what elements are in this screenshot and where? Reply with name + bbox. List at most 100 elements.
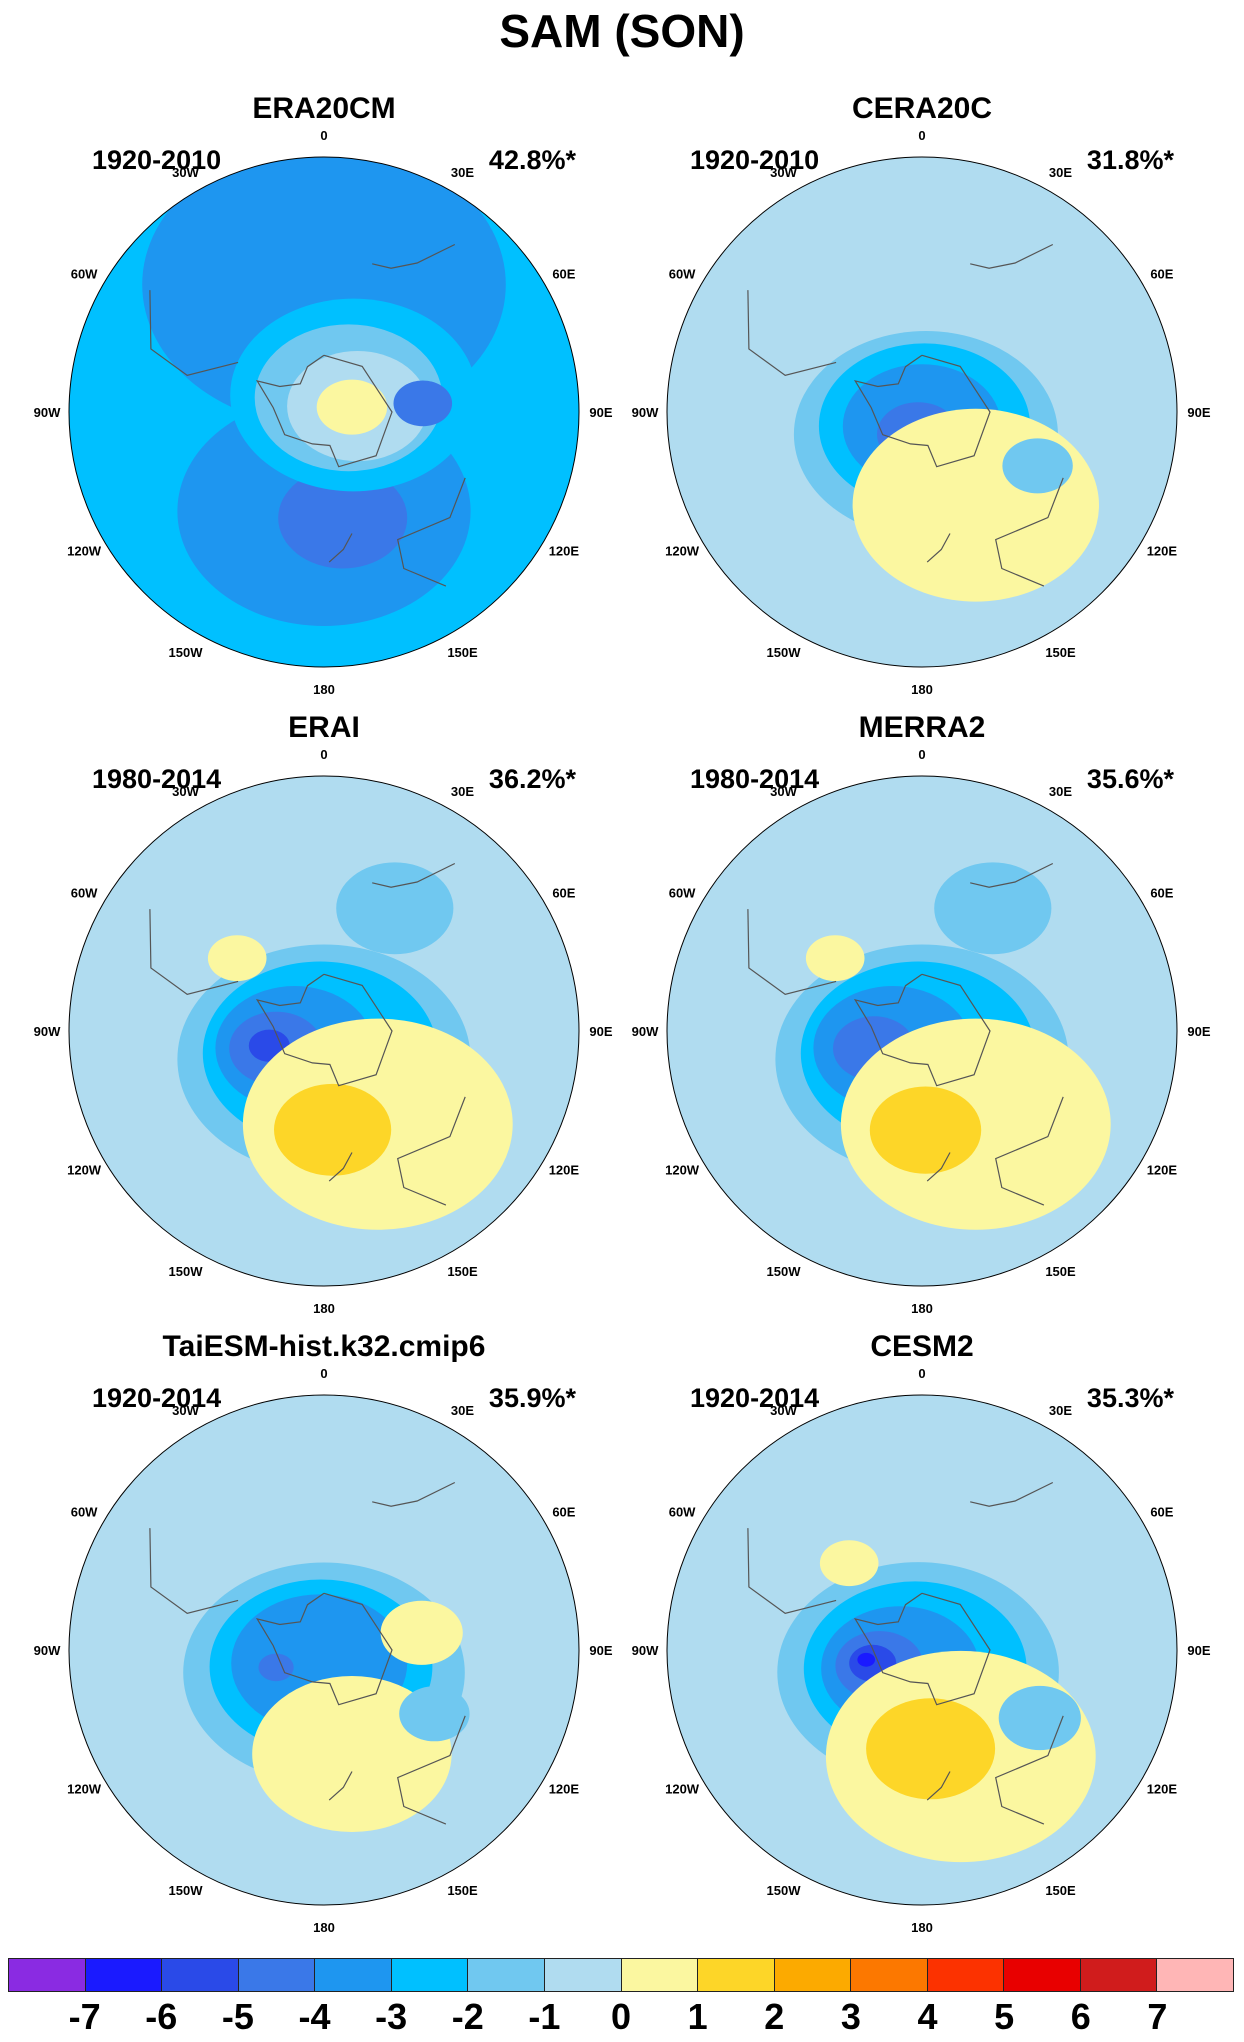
colorbar-swatch — [1157, 1959, 1233, 1991]
coastline — [926, 1771, 951, 1801]
map-panel-merra2: MERRA2 1980-2014 35.6%* 0 30E 60E 90E 120E 15… — [622, 619, 1222, 1316]
colorbar — [8, 1958, 1234, 1992]
coastline — [995, 1715, 1064, 1825]
longitude-label: 90W — [34, 1643, 61, 1658]
map-panel-erai: ERAI 1980-2014 36.2%* 0 30E 60E 90E 120E 150E… — [24, 619, 624, 1316]
longitude-label: 90E — [589, 1024, 612, 1039]
longitude-label: 30E — [1049, 165, 1072, 180]
panel-period: 1920-2010 — [92, 145, 222, 175]
longitude-label: 30E — [451, 1403, 474, 1418]
anomaly-contour — [1002, 438, 1073, 494]
polar-map: 0 30E 60E 90E 120E 150E 180 150W 120W 90W 60W 30W — [632, 747, 1211, 1316]
anomaly-contour — [274, 1083, 392, 1176]
anomaly-contour — [852, 408, 1099, 602]
longitude-label: 180 — [313, 1301, 335, 1316]
map-boundary — [666, 1394, 1178, 1906]
longitude-label: 30W — [172, 1403, 199, 1418]
panel-title: ERAI — [288, 711, 360, 744]
coastline — [397, 477, 466, 587]
polar-map: 0 30E 60E 90E 120E 150E 180 150W 120W 90W 60W 30W — [34, 747, 613, 1316]
colorbar-tick-label: 4 — [917, 1996, 938, 2037]
coastline — [149, 290, 239, 376]
longitude-label: 120W — [665, 1782, 700, 1797]
panel-variance: 42.8%* — [488, 145, 576, 175]
colorbar-tick-label: 6 — [1070, 1996, 1091, 2037]
longitude-label: 90E — [1187, 405, 1210, 420]
figure-title: SAM (SON) — [499, 5, 745, 57]
colorbar-tick-label: -7 — [68, 1996, 101, 2037]
longitude-label: 0 — [320, 128, 327, 143]
longitude-label: 150W — [169, 645, 204, 660]
colorbar-swatch — [85, 1959, 163, 1991]
colorbar-tick-label: -2 — [451, 1996, 484, 2037]
panel-title: CERA20C — [851, 92, 993, 125]
coastline — [853, 1592, 991, 1706]
polar-map: 0 30E 60E 90E 120E 150E 180 150W 120W 90W 60W 30W — [34, 128, 613, 697]
map-boundary — [666, 775, 1178, 1287]
anomaly-contour — [316, 379, 388, 435]
coastline — [970, 1481, 1054, 1507]
colorbar-swatch — [1004, 1959, 1081, 1991]
anomaly-contour — [819, 1540, 879, 1587]
coastline — [747, 290, 837, 376]
colorbar-tick-label: 7 — [1147, 1996, 1168, 2037]
map-panel-cesm2: CESM2 1920-2014 35.3%* 0 30E 60E 90E 120E 150… — [622, 1238, 1222, 1935]
longitude-label: 30E — [1049, 1403, 1072, 1418]
longitude-label: 120W — [67, 1782, 102, 1797]
colorbar-tick-label: 1 — [687, 1996, 708, 2037]
colorbar-swatch — [162, 1959, 239, 1991]
anomaly-contour — [805, 935, 865, 982]
colorbar-swatch — [468, 1959, 545, 1991]
longitude-label: 120W — [67, 1163, 102, 1178]
longitude-label: 90W — [632, 1643, 659, 1658]
panel-title: ERA20CM — [252, 92, 396, 125]
longitude-label: 60W — [71, 886, 98, 901]
longitude-label: 60E — [552, 1505, 575, 1520]
panel-title: MERRA2 — [858, 711, 986, 744]
longitude-label: 30E — [1049, 784, 1072, 799]
panel-period: 1980-2014 — [690, 764, 820, 794]
longitude-label: 150E — [447, 1264, 478, 1279]
longitude-label: 90W — [632, 1024, 659, 1039]
panel-period: 1920-2010 — [690, 145, 820, 175]
colorbar-swatch — [851, 1959, 928, 1991]
panel-period: 1920-2014 — [690, 1383, 820, 1413]
longitude-label: 120E — [549, 544, 580, 559]
map-boundary — [68, 1394, 580, 1906]
panel-title: TaiESM-hist.k32.cmip6 — [162, 1330, 486, 1363]
longitude-label: 120E — [1147, 544, 1178, 559]
longitude-label: 150W — [767, 645, 802, 660]
longitude-label: 180 — [911, 1920, 933, 1935]
polar-map: 0 30E 60E 90E 120E 150E 180 150W 120W 90W 60W 30W — [34, 1366, 613, 1935]
longitude-label: 90W — [34, 1024, 61, 1039]
longitude-label: 150W — [767, 1264, 802, 1279]
anomaly-contour — [258, 1653, 294, 1682]
colorbar-tick-label: 2 — [764, 1996, 785, 2037]
longitude-label: 150E — [447, 645, 478, 660]
colorbar-tick-label: -5 — [221, 1996, 254, 2037]
colorbar-swatch — [927, 1959, 1005, 1991]
anomaly-contour — [399, 1686, 470, 1742]
map-boundary — [68, 156, 580, 668]
colorbar-tick-label: 5 — [994, 1996, 1015, 2037]
longitude-label: 30W — [770, 165, 797, 180]
longitude-label: 120W — [665, 1163, 700, 1178]
longitude-label: 30E — [451, 784, 474, 799]
longitude-label: 30W — [770, 1403, 797, 1418]
longitude-label: 60W — [669, 1505, 696, 1520]
colorbar-tick-label: -3 — [375, 1996, 408, 2037]
anomaly-contour — [869, 1086, 982, 1174]
anomaly-contour — [207, 935, 267, 982]
longitude-label: 120E — [549, 1163, 580, 1178]
polar-map: 0 30E 60E 90E 120E 150E 180 150W 120W 90W 60W 30W — [632, 1366, 1211, 1935]
longitude-label: 90W — [34, 405, 61, 420]
map-panel-era20cm: ERA20CM 1920-2010 42.8%* 0 30E 60E 90E 120E 1… — [24, 0, 624, 697]
longitude-label: 150E — [1045, 645, 1076, 660]
coastline — [149, 1528, 239, 1614]
longitude-label: 120E — [549, 1782, 580, 1797]
coastline — [149, 909, 239, 995]
coastline — [995, 1096, 1064, 1206]
longitude-label: 90E — [589, 1643, 612, 1658]
longitude-label: 60E — [1150, 886, 1173, 901]
longitude-label: 0 — [320, 747, 327, 762]
